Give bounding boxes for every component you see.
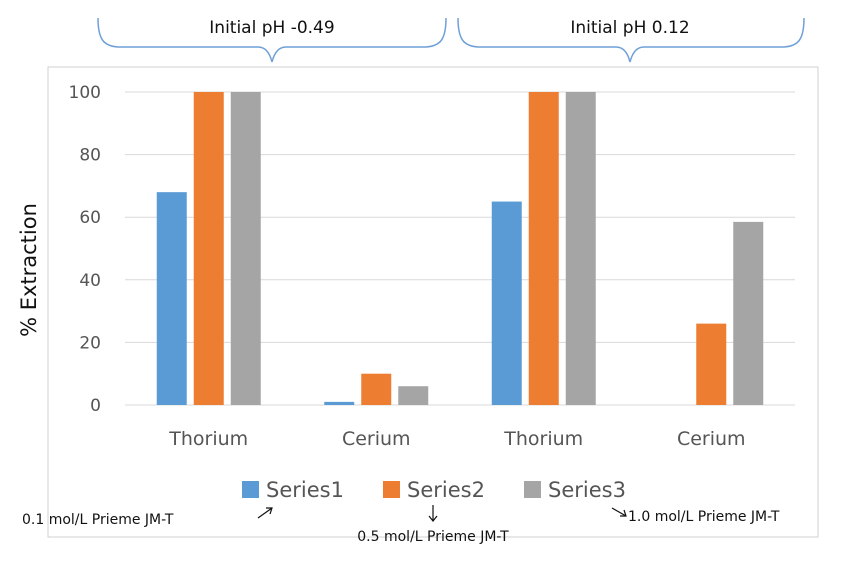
x-tick-labels: Thorium Cerium Thorium Cerium: [168, 428, 745, 450]
legend-label-series2: Series2: [407, 478, 485, 502]
annotation-arrow-2-head: [428, 515, 438, 522]
bar-series1-cerium-2: [324, 401, 355, 405]
legend-swatch-series2: [383, 481, 400, 498]
legend-swatch-series1: [242, 481, 259, 498]
y-tick-label: 60: [79, 208, 101, 228]
group-label-2: Initial pH 0.12: [570, 18, 689, 38]
x-tick-label: Thorium: [503, 428, 583, 450]
y-tick-label: 100: [69, 83, 101, 103]
bar-series2-thorium-3: [528, 92, 559, 405]
annotation-1-0-mol: 1.0 mol/L Prieme JM-T: [628, 509, 780, 525]
bar-series2-cerium-2: [361, 373, 392, 405]
annotation-arrow-1: [257, 507, 273, 519]
legend: Series1 Series2 Series3: [242, 478, 626, 502]
bars: [156, 92, 764, 405]
group-brace-1: [97, 17, 447, 63]
legend-label-series3: Series3: [548, 478, 626, 502]
y-tick-label: 40: [79, 271, 101, 291]
bar-series2-cerium-4: [696, 323, 727, 405]
annotation-arrow-3: [611, 507, 627, 517]
group-brace-2: [457, 17, 805, 63]
legend-label-series1: Series1: [266, 478, 344, 502]
annotation-arrow-3-head: [620, 509, 627, 517]
x-tick-label: Thorium: [168, 428, 248, 450]
bar-series3-thorium-3: [565, 92, 596, 405]
y-tick-label: 0: [90, 396, 101, 416]
y-tick-label: 20: [79, 333, 101, 353]
group-label-1: Initial pH -0.49: [209, 18, 334, 38]
bar-series1-thorium-3: [491, 201, 522, 405]
y-tick-label: 80: [79, 146, 101, 166]
y-axis-label: % Extraction: [17, 203, 41, 337]
legend-swatch-series3: [524, 481, 541, 498]
plot-frame: [47, 66, 819, 538]
x-tick-label: Cerium: [342, 428, 411, 450]
bar-series1-thorium-1: [156, 192, 187, 405]
bar-series3-cerium-2: [398, 386, 429, 405]
y-tick-labels: 0 20 40 60 80 100: [69, 83, 101, 416]
bar-series3-thorium-1: [230, 92, 261, 405]
annotation-arrow-1-head: [266, 507, 273, 515]
bar-series3-cerium-4: [733, 221, 764, 405]
grid-lines: [125, 91, 795, 406]
annotation-0-5-mol: 0.5 mol/L Prieme JM-T: [357, 529, 509, 545]
bar-series2-thorium-1: [193, 92, 224, 405]
annotation-0-1-mol: 0.1 mol/L Prieme JM-T: [22, 512, 174, 528]
x-tick-label: Cerium: [677, 428, 746, 450]
